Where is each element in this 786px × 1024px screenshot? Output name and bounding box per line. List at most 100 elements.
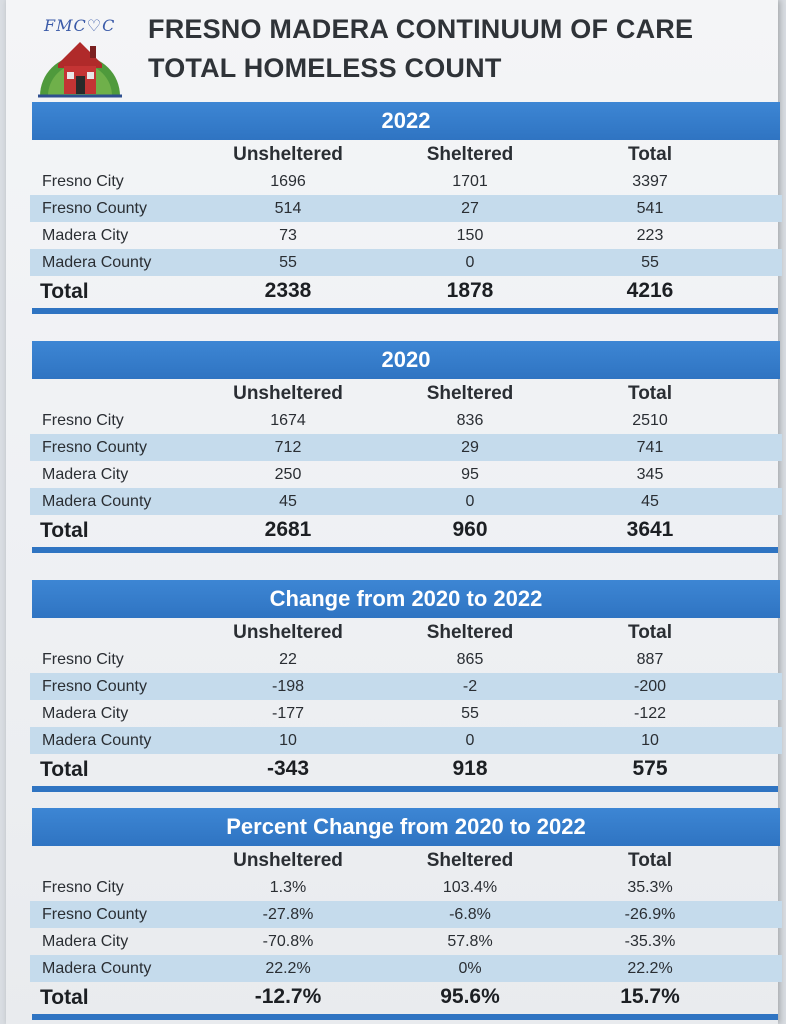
header: FMC♡C FRESNO MADERA CONTINUUM OF CARE TO…	[28, 8, 773, 98]
cell-unsheltered: -70.8%	[262, 933, 314, 950]
section-divider	[32, 547, 778, 553]
column-headers: Unsheltered Sheltered Total	[30, 846, 782, 874]
cell-sheltered: 103.4%	[442, 879, 498, 896]
section-divider	[32, 1014, 778, 1020]
col-unsheltered: Unsheltered	[233, 144, 343, 165]
section-title: Percent Change from 2020 to 2022	[32, 808, 780, 846]
logo-text: FMC♡C	[44, 16, 116, 35]
cell-sheltered: 29	[461, 439, 479, 456]
col-sheltered: Sheltered	[426, 850, 514, 871]
page-subtitle: TOTAL HOMELESS COUNT	[148, 53, 502, 83]
total-unsheltered: -343	[266, 757, 310, 780]
cell-unsheltered: -27.8%	[262, 906, 314, 923]
col-total: Total	[628, 144, 672, 165]
total-unsheltered: 2338	[264, 279, 312, 302]
column-headers: Unsheltered Sheltered Total	[30, 140, 782, 168]
cell-sheltered: 95	[461, 466, 479, 483]
cell-sheltered: 27	[461, 200, 479, 217]
section-divider	[32, 786, 778, 792]
row-label: Fresno County	[42, 678, 147, 695]
total-total: 3641	[626, 518, 674, 541]
cell-unsheltered: -198	[271, 678, 305, 695]
table-row: Madera County 10 0 10	[30, 727, 782, 754]
cell-total: 2510	[632, 412, 668, 429]
cell-total: 22.2%	[627, 960, 673, 977]
cell-sheltered: 57.8%	[447, 933, 493, 950]
table-row: Fresno County 514 27 541	[30, 195, 782, 222]
cell-unsheltered: 712	[274, 439, 302, 456]
cell-sheltered: 0	[465, 493, 475, 510]
row-label: Madera City	[42, 705, 129, 722]
cell-total: 887	[636, 651, 664, 668]
cell-total: 55	[641, 254, 659, 271]
table-row: Madera County 22.2% 0% 22.2%	[30, 955, 782, 982]
cell-total: -35.3%	[624, 933, 676, 950]
table-2022: 2022 Unsheltered Sheltered Total Fresno …	[30, 102, 782, 314]
cell-total: -200	[633, 678, 667, 695]
total-unsheltered: -12.7%	[254, 985, 322, 1008]
total-sheltered: 95.6%	[440, 985, 500, 1008]
col-sheltered: Sheltered	[426, 144, 514, 165]
cell-total: 45	[641, 493, 659, 510]
row-label: Fresno County	[42, 906, 147, 923]
cell-total: 35.3%	[627, 879, 673, 896]
table-row: Fresno County -198 -2 -200	[30, 673, 782, 700]
col-unsheltered: Unsheltered	[233, 850, 343, 871]
poster: FMC♡C FRESNO MADERA CONTINUUM OF CARE TO…	[6, 0, 782, 1024]
col-unsheltered: Unsheltered	[233, 622, 343, 643]
cell-unsheltered: 1.3%	[269, 879, 307, 896]
section-title: 2020	[32, 341, 780, 379]
cell-total: 541	[636, 200, 664, 217]
table-row: Madera City 250 95 345	[30, 461, 782, 488]
table-row: Fresno City 22 865 887	[30, 646, 782, 673]
table-row: Fresno City 1674 836 2510	[30, 407, 782, 434]
section-divider	[32, 308, 778, 314]
cell-sheltered: 150	[456, 227, 484, 244]
section-title: 2022	[32, 102, 780, 140]
total-total: 4216	[626, 279, 674, 302]
table-row: Fresno City 1.3% 103.4% 35.3%	[30, 874, 782, 901]
row-label: Madera City	[42, 466, 129, 483]
cell-sheltered: 1701	[452, 173, 488, 190]
total-row: Total -12.7% 95.6% 15.7%	[30, 982, 782, 1014]
row-label: Madera County	[42, 254, 152, 271]
total-total: 15.7%	[620, 985, 680, 1008]
cell-sheltered: 0	[465, 254, 475, 271]
cell-sheltered: -2	[462, 678, 478, 695]
cell-unsheltered: 22	[279, 651, 297, 668]
table-row: Madera County 55 0 55	[30, 249, 782, 276]
total-sheltered: 1878	[446, 279, 494, 302]
cell-total: -26.9%	[624, 906, 676, 923]
cell-total: 3397	[632, 173, 668, 190]
cell-unsheltered: 55	[279, 254, 297, 271]
total-sheltered: 918	[452, 757, 488, 780]
column-headers: Unsheltered Sheltered Total	[30, 379, 782, 407]
row-label: Madera City	[42, 933, 129, 950]
row-label: Fresno County	[42, 200, 147, 217]
row-label: Madera City	[42, 227, 129, 244]
total-label: Total	[40, 758, 89, 781]
col-sheltered: Sheltered	[426, 622, 514, 643]
cell-total: 223	[636, 227, 664, 244]
cell-unsheltered: 514	[274, 200, 302, 217]
cell-sheltered: 55	[461, 705, 479, 722]
row-label: Fresno City	[42, 412, 124, 429]
cell-total: 345	[636, 466, 664, 483]
total-row: Total 2338 1878 4216	[30, 276, 782, 308]
table-change: Change from 2020 to 2022 Unsheltered She…	[30, 580, 782, 792]
page-title: FRESNO MADERA CONTINUUM OF CARE	[148, 14, 694, 44]
column-headers: Unsheltered Sheltered Total	[30, 618, 782, 646]
total-row: Total 2681 960 3641	[30, 515, 782, 547]
cell-unsheltered: 22.2%	[265, 960, 311, 977]
col-unsheltered: Unsheltered	[233, 383, 343, 404]
section-title: Change from 2020 to 2022	[32, 580, 780, 618]
row-label: Madera County	[42, 493, 152, 510]
table-2020: 2020 Unsheltered Sheltered Total Fresno …	[30, 341, 782, 553]
cell-unsheltered: 45	[279, 493, 297, 510]
cell-unsheltered: 250	[274, 466, 302, 483]
row-label: Fresno County	[42, 439, 147, 456]
row-label: Fresno City	[42, 651, 124, 668]
total-unsheltered: 2681	[264, 518, 312, 541]
cell-sheltered: 865	[456, 651, 484, 668]
total-label: Total	[40, 986, 89, 1009]
